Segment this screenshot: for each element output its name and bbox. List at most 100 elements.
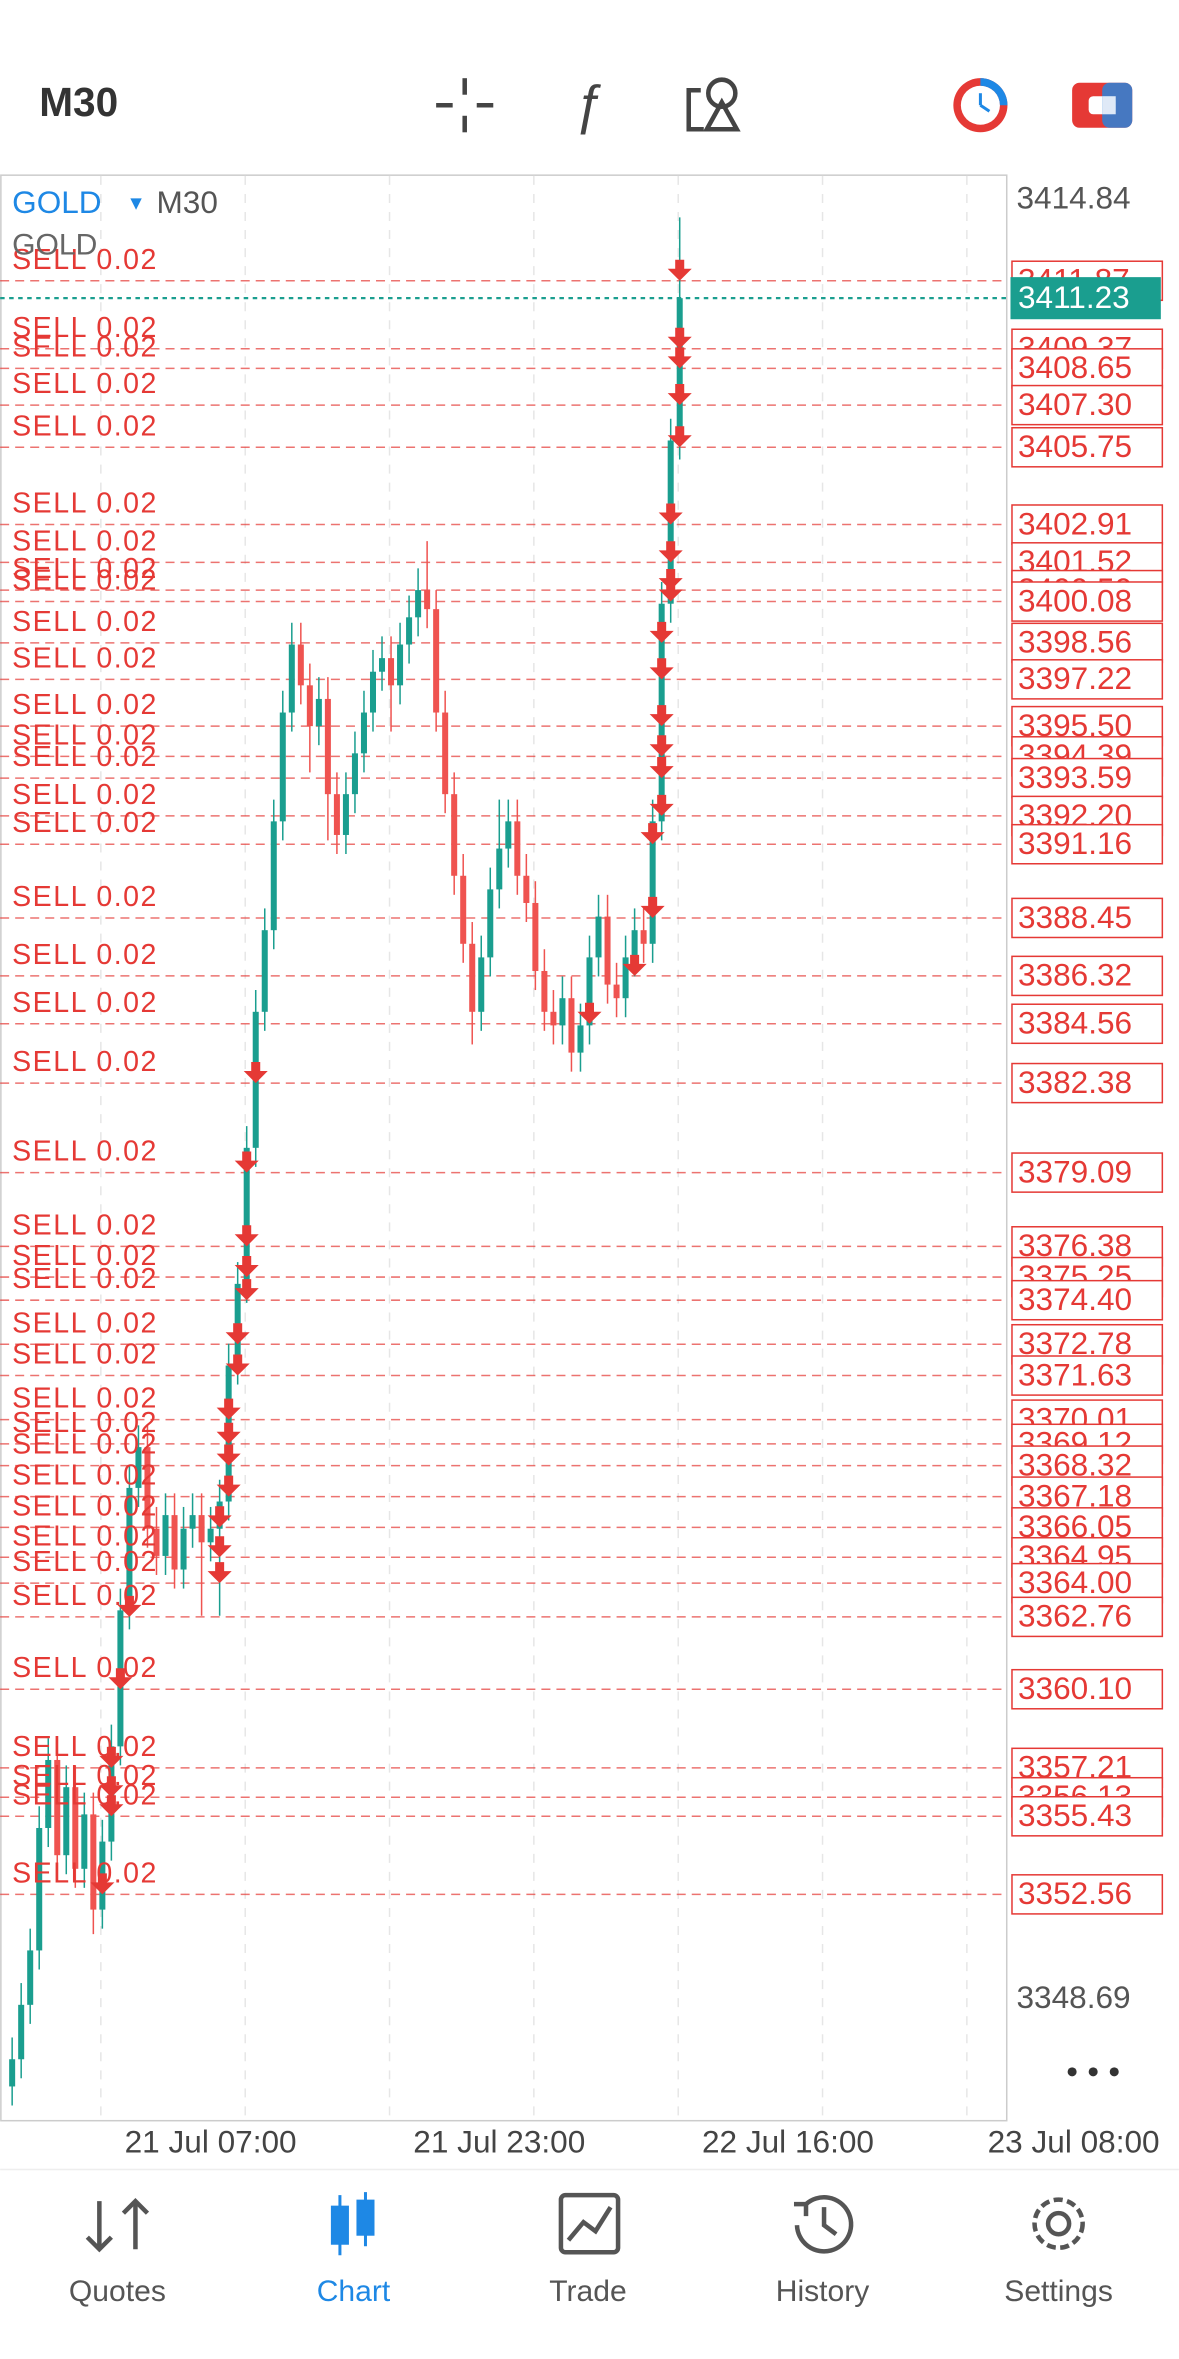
candle-body	[369, 671, 377, 713]
candle-body	[315, 698, 322, 727]
order-price: 3393.59	[1018, 759, 1132, 795]
sell-arrow	[216, 1475, 241, 1497]
candle-body	[388, 658, 395, 686]
time-label: 22 Jul 16:00	[702, 2123, 874, 2159]
sell-arrow	[117, 1595, 142, 1617]
nav-tab[interactable]: Quotes	[69, 2275, 166, 2308]
more-button[interactable]	[1067, 2067, 1119, 2077]
order-price-box	[1011, 1562, 1164, 1604]
candle-body	[171, 1515, 178, 1570]
candle-body	[342, 794, 349, 835]
order-price-box	[1011, 622, 1164, 664]
timeframe[interactable]: M30	[39, 79, 118, 125]
sell-arrow	[667, 426, 692, 448]
candle-body	[27, 1950, 34, 2005]
sell-arrow	[667, 384, 692, 406]
candle-body	[442, 712, 449, 795]
order-price-box	[1011, 1596, 1164, 1638]
indicators-icon[interactable]: ƒ	[573, 75, 603, 136]
order-label: SELL 0.02	[12, 525, 158, 557]
candle-body	[207, 1528, 214, 1543]
sell-arrow	[649, 658, 674, 680]
order-label: SELL 0.02	[12, 1760, 158, 1792]
order-price: 3362.76	[1018, 1598, 1132, 1634]
chart-icon[interactable]	[330, 2192, 375, 2256]
order-label: SELL 0.02	[12, 1546, 158, 1578]
candle-body	[243, 1147, 250, 1284]
candle-body	[640, 930, 647, 944]
sell-arrow	[108, 1668, 133, 1690]
sell-arrow	[667, 327, 692, 349]
order-price-box	[1011, 1355, 1164, 1396]
quotes-icon[interactable]	[85, 2197, 150, 2253]
order-price-box	[1011, 823, 1164, 865]
order-label: SELL 0.02	[12, 1460, 158, 1492]
symbol[interactable]: GOLD	[12, 184, 101, 220]
candle-body	[379, 658, 386, 672]
order-label: SELL 0.02	[12, 312, 158, 344]
order-label: SELL 0.02	[12, 331, 158, 363]
order-price: 3400.08	[1018, 582, 1132, 618]
sell-arrow	[640, 823, 665, 845]
order-label: SELL 0.02	[12, 881, 158, 913]
order-label: SELL 0.02	[12, 565, 158, 597]
trade-tab-icon[interactable]	[558, 2192, 621, 2255]
order-price-box	[1011, 426, 1164, 468]
candle-body	[424, 590, 431, 610]
order-price: 3382.38	[1018, 1064, 1132, 1100]
price-axis-label: 3414.84	[1016, 179, 1130, 215]
order-price-box	[1011, 1062, 1164, 1104]
candle-body	[568, 998, 575, 1053]
nav-tab[interactable]: Trade	[549, 2275, 626, 2308]
sell-arrow	[234, 1279, 259, 1301]
sell-arrow	[658, 503, 683, 525]
sell-arrow	[99, 1746, 124, 1768]
history-icon[interactable]	[793, 2195, 854, 2254]
objects-icon[interactable]	[686, 77, 741, 132]
order-price: 3374.40	[1018, 1281, 1132, 1317]
candle-body	[550, 1011, 557, 1026]
candle-body	[198, 1515, 205, 1543]
candle-body	[333, 794, 340, 835]
order-price: 3402.91	[1018, 505, 1132, 541]
candle-body	[9, 2059, 16, 2087]
candle-body	[90, 1814, 97, 1910]
trade-icon[interactable]	[1072, 82, 1133, 128]
sell-arrow	[577, 1002, 602, 1024]
candle-body	[433, 609, 440, 713]
order-label: SELL 0.02	[12, 1339, 158, 1371]
settings-icon[interactable]	[1032, 2197, 1085, 2250]
sell-arrow	[99, 1795, 124, 1817]
candle-body	[478, 957, 485, 1012]
order-price: 3384.56	[1018, 1005, 1132, 1041]
symbol-dropdown[interactable]: ▼	[126, 193, 145, 215]
candle-body	[63, 1787, 70, 1856]
candle-body	[189, 1515, 196, 1529]
sell-arrow	[649, 621, 674, 643]
order-price-box	[1011, 384, 1164, 426]
order-label: SELL 0.02	[12, 1580, 158, 1612]
order-price: 3386.32	[1018, 957, 1132, 993]
candle-body	[541, 970, 548, 1012]
candle-body	[649, 821, 656, 944]
order-price-box	[1011, 1279, 1164, 1321]
order-price: 3360.10	[1018, 1670, 1132, 1706]
candle-body	[261, 930, 268, 1012]
sell-arrow	[99, 1776, 124, 1798]
nav-tab[interactable]: History	[776, 2275, 870, 2308]
candle-body	[324, 698, 331, 795]
crosshair-icon[interactable]	[436, 78, 494, 133]
nav-tab-active[interactable]: Chart	[317, 2275, 391, 2308]
candle-body	[153, 1528, 160, 1556]
order-price-box	[1011, 955, 1164, 997]
candle-body	[514, 821, 521, 876]
sell-arrow	[207, 1562, 232, 1584]
candle-body	[415, 590, 422, 618]
nav-tab[interactable]: Settings	[1004, 2275, 1113, 2308]
order-label: SELL 0.02	[12, 719, 158, 751]
candle-body	[45, 1759, 52, 1828]
order-label: SELL 0.02	[12, 1652, 158, 1684]
account-icon[interactable]	[953, 78, 1008, 133]
order-label: SELL 0.02	[12, 689, 158, 721]
